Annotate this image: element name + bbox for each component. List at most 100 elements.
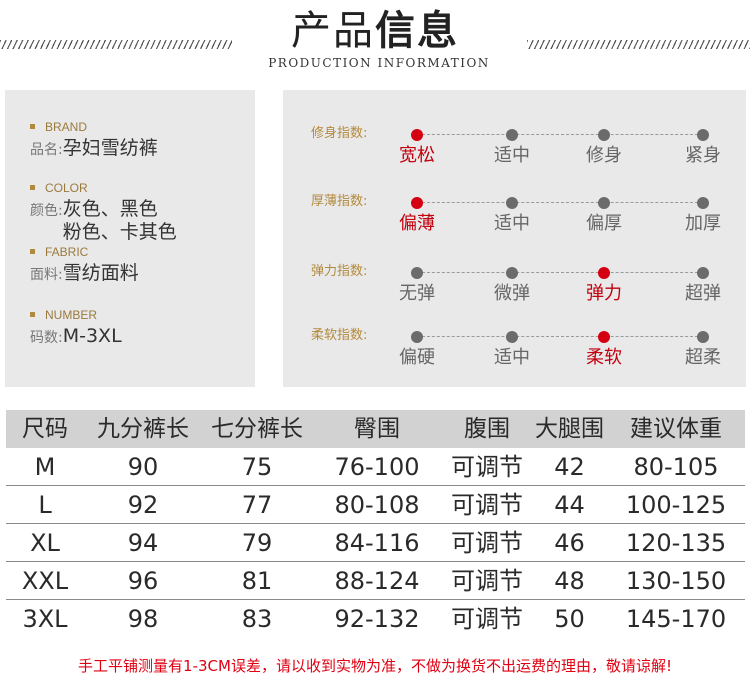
header-cell: 臀围: [354, 416, 400, 442]
table-cell: 79: [241, 529, 273, 557]
index-dot: [506, 129, 518, 141]
table-cell: 76-100: [334, 453, 420, 481]
table-cell: 77: [241, 491, 273, 519]
index-dot: [598, 129, 610, 141]
table-cell: 50: [554, 605, 585, 633]
info-fabric-en: FABRIC: [30, 245, 139, 259]
index-option: 偏厚: [586, 213, 622, 234]
index-track: [417, 134, 703, 135]
index-option: 无弹: [399, 283, 435, 304]
info-fabric: FABRIC 面料: 雪纺面料: [30, 245, 139, 287]
index-label: 修身指数:: [311, 126, 368, 141]
header-cell: 尺码: [22, 416, 68, 442]
index-track: [417, 272, 703, 273]
table-cell: 可调节: [451, 491, 523, 519]
table-cell: 可调节: [451, 605, 523, 633]
table-header: 尺码 九分裤长 七分裤长 臀围 腹围 大腿围 建议体重: [6, 410, 745, 448]
table-row: L 92 77 80-108 可调节 44 100-125: [6, 486, 745, 524]
table-cell: 92-132: [334, 605, 420, 633]
decorative-hatch-right: [527, 40, 750, 49]
header-cell: 腹围: [464, 416, 510, 442]
table-cell: L: [38, 491, 52, 519]
title-part-2: 信息: [375, 8, 459, 54]
index-option: 超柔: [685, 347, 721, 368]
index-option: 适中: [494, 213, 530, 234]
table-cell: 80-105: [633, 453, 719, 481]
info-brand-value: 孕妇雪纺裤: [62, 137, 158, 159]
index-dot-selected: [411, 197, 423, 209]
table-cell: 3XL: [22, 605, 68, 633]
product-info-panel: BRAND 品名: 孕妇雪纺裤 COLOR 颜色: 灰色、黑色 粉色、卡其色 F…: [5, 90, 255, 387]
info-color-value-line1: 灰色、黑色: [62, 198, 158, 220]
index-label: 柔软指数:: [311, 328, 368, 343]
index-dot: [506, 331, 518, 343]
index-dot: [697, 267, 709, 279]
page-title: 产品信息: [0, 6, 750, 56]
info-fabric-value: 雪纺面料: [62, 262, 139, 284]
header-cell: 建议体重: [630, 416, 722, 442]
table-cell: XL: [30, 529, 60, 557]
index-dot: [697, 129, 709, 141]
info-number-label: 码数:: [30, 330, 63, 346]
table-row: 3XL 98 83 92-132 可调节 50 145-170: [6, 600, 745, 638]
index-dot: [411, 331, 423, 343]
index-option: 适中: [494, 347, 530, 368]
table-cell: 可调节: [451, 453, 523, 481]
table-cell: 42: [554, 453, 585, 481]
info-color-en: COLOR: [30, 181, 177, 195]
info-brand-en: BRAND: [30, 120, 158, 134]
table-cell: 92: [127, 491, 159, 519]
header-cell: 七分裤长: [211, 416, 303, 442]
index-label: 厚薄指数:: [311, 194, 368, 209]
info-brand: BRAND 品名: 孕妇雪纺裤: [30, 120, 158, 162]
index-dot: [506, 197, 518, 209]
index-fit: 修身指数: 宽松 适中 修身 紧身: [283, 126, 746, 186]
index-option: 偏硬: [399, 347, 435, 368]
index-track: [417, 202, 703, 203]
table-row: XXL 96 81 88-124 可调节 48 130-150: [6, 562, 745, 600]
table-cell: 94: [127, 529, 159, 557]
table-cell: XXL: [21, 567, 69, 595]
table-cell: 96: [127, 567, 159, 595]
table-row: XL 94 79 84-116 可调节 46 120-135: [6, 524, 745, 562]
info-color-value-line2: 粉色、卡其色: [62, 221, 177, 243]
index-option-selected: 宽松: [399, 145, 435, 166]
table-cell: 80-108: [334, 491, 420, 519]
index-option: 加厚: [685, 213, 721, 234]
table-cell: M: [34, 453, 56, 481]
index-dot: [697, 197, 709, 209]
index-option-selected: 柔软: [586, 347, 622, 368]
info-number-en: NUMBER: [30, 308, 122, 322]
info-fabric-label: 面料:: [30, 267, 63, 283]
size-table: 尺码 九分裤长 七分裤长 臀围 腹围 大腿围 建议体重 M 90 75 76-1…: [6, 410, 745, 638]
index-panel: 修身指数: 宽松 适中 修身 紧身 厚薄指数: 偏薄 适中 偏厚 加厚 弹力指数…: [283, 90, 746, 387]
page-subtitle: PRODUCTION INFORMATION: [268, 56, 490, 70]
index-option: 超弹: [685, 283, 721, 304]
info-color: COLOR 颜色: 灰色、黑色 粉色、卡其色: [30, 181, 177, 244]
info-number: NUMBER 码数: M-3XL: [30, 308, 122, 350]
table-cell: 100-125: [625, 491, 727, 519]
info-color-label: 颜色:: [30, 203, 63, 219]
index-option: 适中: [494, 145, 530, 166]
header-cell: 大腿围: [535, 416, 604, 442]
table-cell: 84-116: [334, 529, 420, 557]
index-dot-selected: [598, 331, 610, 343]
index-option: 微弹: [494, 283, 530, 304]
index-dot-selected: [411, 129, 423, 141]
table-cell: 可调节: [451, 529, 523, 557]
title-part-1: 产品: [291, 8, 375, 54]
index-dot: [697, 331, 709, 343]
table-cell: 83: [241, 605, 273, 633]
header-cell: 九分裤长: [97, 416, 189, 442]
table-cell: 可调节: [451, 567, 523, 595]
table-cell: 44: [554, 491, 585, 519]
table-cell: 120-135: [625, 529, 727, 557]
table-cell: 75: [241, 453, 273, 481]
info-number-value: M-3XL: [62, 325, 122, 347]
index-option: 紧身: [685, 145, 721, 166]
index-elasticity: 弹力指数: 无弹 微弹 弹力 超弹: [283, 264, 746, 324]
index-label: 弹力指数:: [311, 264, 368, 279]
index-option: 修身: [586, 145, 622, 166]
index-softness: 柔软指数: 偏硬 适中 柔软 超柔: [283, 328, 746, 388]
table-cell: 98: [127, 605, 159, 633]
